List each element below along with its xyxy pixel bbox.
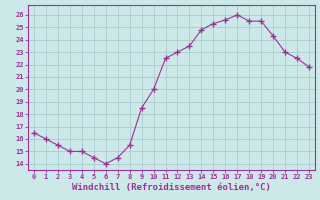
- X-axis label: Windchill (Refroidissement éolien,°C): Windchill (Refroidissement éolien,°C): [72, 183, 271, 192]
